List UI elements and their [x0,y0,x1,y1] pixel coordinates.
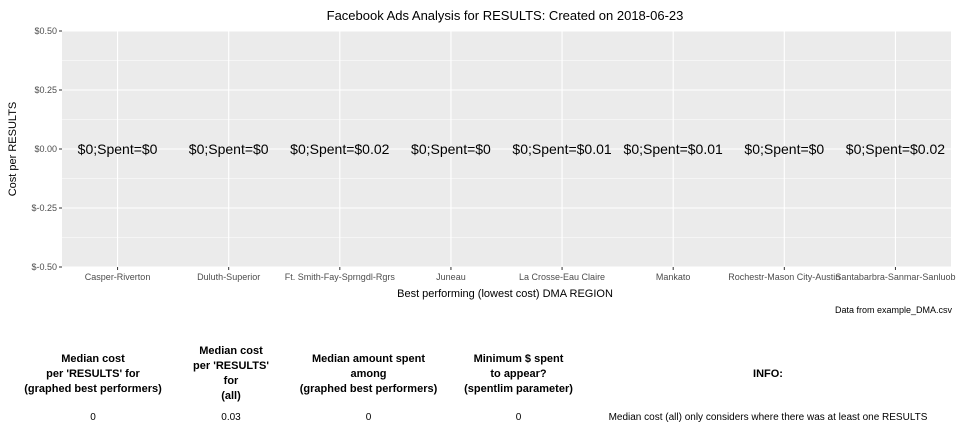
header-line: (graphed best performers) [24,382,162,395]
x-axis-title: Best performing (lowest cost) DMA REGION [397,288,613,300]
summary-value-row: 0 0.03 0 0 Median cost (all) only consid… [0,404,960,424]
x-tick-label: Ft. Smith-Fay-Sprngdl-Rgrs [285,272,396,282]
data-labels: $0;Spent=$0 $0;Spent=$0 $0;Spent=$0.02 $0;S… [78,141,946,157]
summary-header-min-spent: Minimum $ spent to appear? (spentlim par… [461,344,576,404]
header-line: (all) [221,390,241,402]
x-tick-label: Mankato [656,272,691,282]
chart-title: Facebook Ads Analysis for RESULTS: Creat… [327,8,684,23]
header-line: Median cost [199,345,263,357]
header-line: (spentlim parameter) [464,382,573,395]
header-line: Median cost [61,352,125,365]
x-tick-label: Juneau [436,272,466,282]
data-label: $0;Spent=$0.01 [512,141,611,157]
y-tick-label: $-0.25 [31,203,57,213]
header-line: per 'RESULTS' for [46,367,140,380]
y-tick-label: $0.00 [34,144,57,154]
summary-header-median-spent: Median amount spent among (graphed best … [276,344,461,404]
summary-header-info: INFO: [576,344,960,404]
data-label: $0;Spent=$0.01 [624,141,723,157]
header-line: (graphed best performers) [299,382,438,395]
summary-header-median-best: Median cost per 'RESULTS' for (graphed b… [0,344,186,404]
header-line: among [350,367,387,380]
header-line: Minimum $ spent [473,352,564,365]
summary-header-median-all: Median cost per 'RESULTS' for (all) [186,344,276,404]
data-label: $0;Spent=$0 [78,141,158,157]
y-tick-label: $-0.50 [31,262,57,272]
data-source-caption: Data from example_DMA.csv [834,305,952,315]
data-label: $0;Spent=$0 [189,141,269,157]
y-axis-ticks: $0.50 $0.25 $0.00 $-0.25 $-0.50 [31,26,62,272]
x-tick-label: La Crosse-Eau Claire [519,272,605,282]
header-line: INFO: [753,367,783,380]
header-line: per 'RESULTS' for [193,360,269,387]
x-axis-ticks: Casper-Riverton Duluth-Superior Ft. Smith-… [85,267,955,282]
gridlines [62,30,951,268]
summary-header-row: Median cost per 'RESULTS' for (graphed b… [0,344,960,404]
summary-value-median-spent: 0 [365,412,372,423]
x-tick-label: Rochestr-Mason City-Austin [728,272,840,282]
data-label: $0;Spent=$0.02 [290,141,389,157]
y-tick-label: $0.50 [34,26,57,36]
chart: Facebook Ads Analysis for RESULTS: Creat… [7,8,955,300]
x-tick-label: Santabarbra-Sanmar-Sanluob [835,272,955,282]
y-tick-label: $0.25 [34,85,57,95]
data-label: $0;Spent=$0.02 [846,141,945,157]
summary-value-min-spent: 0 [515,412,522,423]
summary-value-info: Median cost (all) only considers where t… [608,412,928,423]
data-label: $0;Spent=$0 [411,141,491,157]
data-label: $0;Spent=$0 [744,141,824,157]
summary-value-median-all: 0.03 [221,412,241,423]
x-tick-label: Duluth-Superior [197,272,260,282]
summary-value-median-best: 0 [90,412,96,423]
header-line: Median amount spent [311,352,426,365]
header-line: to appear? [490,367,547,380]
x-tick-label: Casper-Riverton [85,272,151,282]
y-axis-title: Cost per RESULTS [7,102,19,197]
summary-table: Median cost per 'RESULTS' for (graphed b… [0,344,960,424]
